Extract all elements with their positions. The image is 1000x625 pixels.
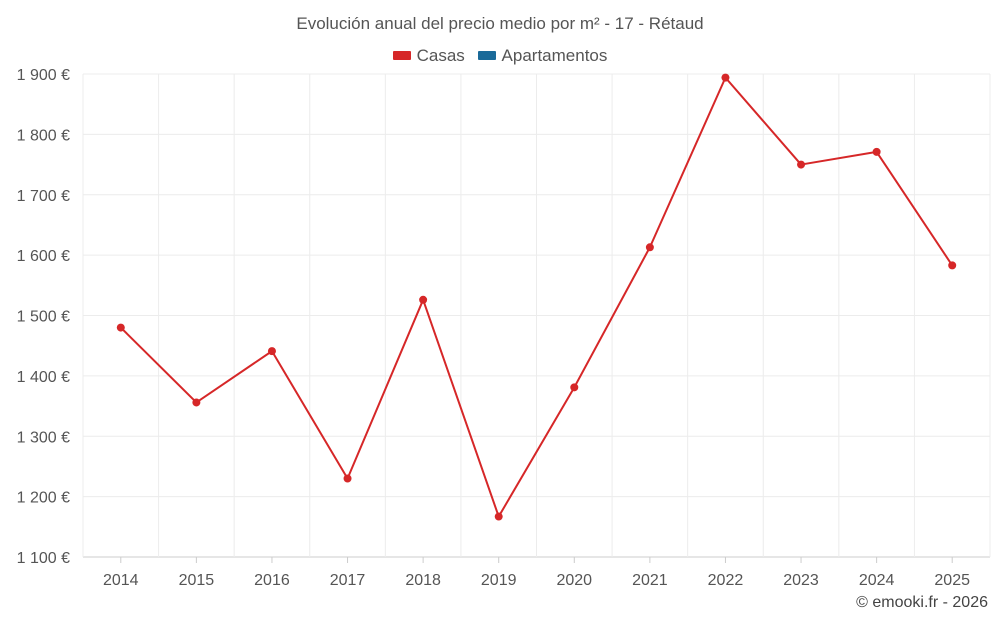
x-tick-label: 2023 <box>783 572 819 589</box>
data-point <box>267 347 276 356</box>
x-tick-label: 2022 <box>708 572 744 589</box>
y-tick-label: 1 200 € <box>17 490 70 507</box>
x-tick-label: 2018 <box>405 572 441 589</box>
data-point <box>116 323 125 332</box>
series-line-casas <box>120 76 954 518</box>
x-axis-ticks: 2014 2015 2016 2017 2018 2019 2020 2021 2022 2023… <box>103 557 970 589</box>
data-point <box>343 474 352 483</box>
x-tick-label: 2019 <box>481 572 517 589</box>
x-tick-label: 2020 <box>556 572 592 589</box>
y-tick-label: 1 100 € <box>17 550 70 567</box>
x-tick-label: 2015 <box>179 572 215 589</box>
legend-swatch-casas <box>392 51 411 60</box>
y-tick-label: 1 500 € <box>17 309 70 326</box>
chart-title: Evolución anual del precio medio por m² … <box>296 14 704 33</box>
grid-lines <box>82 73 991 558</box>
legend-item-apartamentos[interactable]: Apartamentos <box>477 45 608 66</box>
y-tick-label: 1 900 € <box>17 67 70 84</box>
data-point <box>494 512 503 521</box>
data-point <box>570 383 579 392</box>
data-point <box>948 261 957 270</box>
data-point <box>721 73 730 82</box>
x-tick-label: 2024 <box>859 572 895 589</box>
data-point <box>872 147 881 156</box>
data-point <box>645 243 654 252</box>
x-tick-label: 2025 <box>934 572 970 589</box>
series-layer <box>116 73 957 521</box>
legend-label-apartamentos: Apartamentos <box>501 45 608 65</box>
y-axis-ticks: 1 100 € 1 200 € 1 300 € 1 400 € 1 500 € 1 600… <box>17 67 70 567</box>
x-tick-label: 2014 <box>103 572 139 589</box>
legend-item-casas[interactable]: Casas <box>392 45 465 66</box>
y-tick-label: 1 700 € <box>17 188 70 205</box>
chart-legend: Casas Apartamentos <box>0 45 1000 66</box>
y-tick-label: 1 400 € <box>17 369 70 386</box>
credit-text: © emooki.fr - 2026 <box>856 594 988 611</box>
data-point <box>797 160 806 169</box>
legend-label-casas: Casas <box>416 45 465 65</box>
y-tick-label: 1 800 € <box>17 127 70 144</box>
legend-swatch-apartamentos <box>477 51 496 60</box>
data-point <box>419 295 428 304</box>
x-tick-label: 2017 <box>330 572 366 589</box>
x-tick-label: 2021 <box>632 572 668 589</box>
y-tick-label: 1 600 € <box>17 248 70 265</box>
data-point <box>192 398 201 407</box>
y-tick-label: 1 300 € <box>17 429 70 446</box>
x-tick-label: 2016 <box>254 572 290 589</box>
